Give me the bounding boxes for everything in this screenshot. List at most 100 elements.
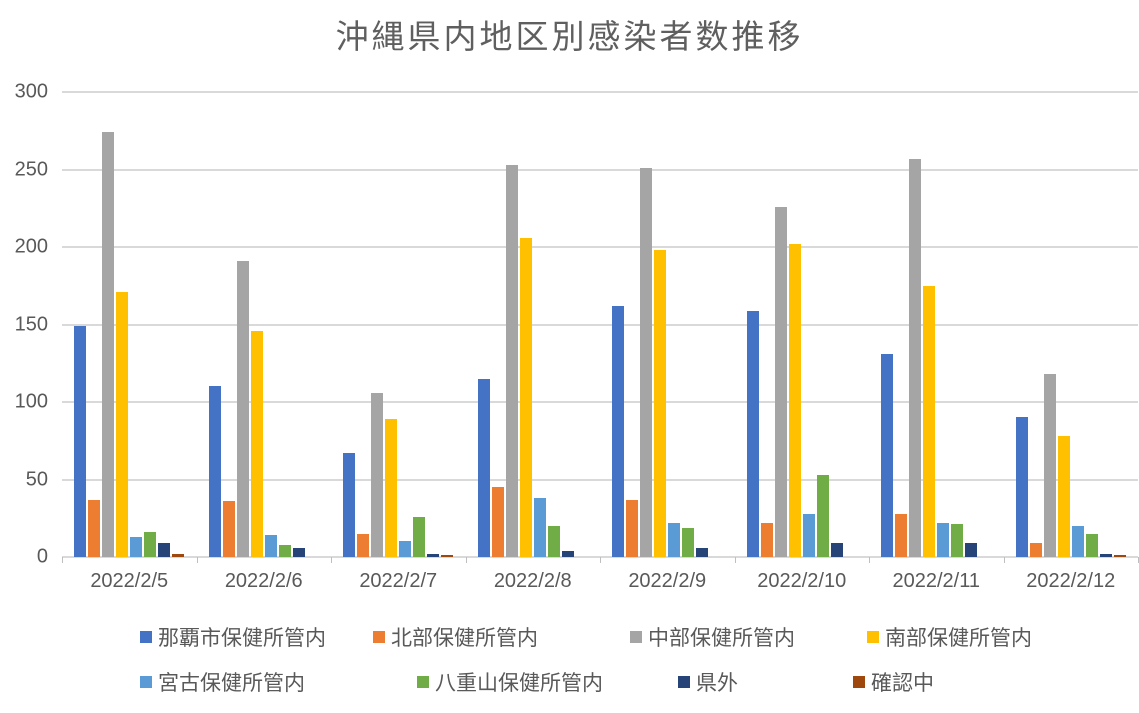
legend-marker: [678, 676, 690, 688]
bar-series-7: [1099, 554, 1112, 557]
axis-tick: [734, 557, 736, 563]
bar-series-7: [292, 548, 305, 557]
axis-tick: [465, 557, 467, 563]
bar-series-1: [208, 386, 221, 557]
y-axis-label: 200: [14, 235, 48, 258]
legend-marker: [417, 676, 429, 688]
bar-group: [600, 92, 735, 557]
bar-series-7: [696, 548, 709, 557]
axis-tick: [196, 557, 198, 563]
bar-series-2: [760, 523, 773, 557]
legend-marker: [140, 676, 152, 688]
y-axis-label: 0: [36, 545, 48, 568]
x-axis-label: 2022/2/12: [1026, 570, 1116, 592]
bar-series-5: [130, 537, 143, 557]
bar-series-3: [505, 165, 518, 557]
bar-series-1: [74, 326, 87, 557]
axis-tick: [331, 557, 332, 563]
axis-tick: [869, 557, 870, 563]
legend-marker: [140, 631, 152, 643]
x-axis-label: 2022/2/5: [90, 570, 169, 592]
bar-series-5: [533, 498, 546, 557]
axis-tick: [1003, 557, 1005, 563]
x-axis-label: 2022/2/8: [493, 570, 572, 592]
bar-group: [735, 92, 870, 557]
bar-group: [331, 92, 466, 557]
bar-series-1: [1015, 417, 1028, 557]
legend-label: 那覇市保健所管内: [158, 627, 326, 650]
chart-title: 沖縄県内地区別感染者数推移: [335, 18, 804, 55]
x-axis-label: 2022/2/11: [892, 570, 981, 592]
legend-label: 県外: [696, 672, 738, 695]
bar-series-6: [413, 517, 426, 557]
bar-group: [869, 92, 1004, 557]
legend-marker: [853, 676, 865, 688]
bar-group: [466, 92, 601, 557]
bar-series-4: [116, 292, 129, 557]
x-axis-label: 2022/2/9: [628, 570, 707, 592]
bar-series-2: [357, 534, 370, 557]
legend-label: 宮古保健所管内: [158, 672, 305, 695]
bar-series-6: [951, 524, 964, 557]
bar-series-5: [937, 523, 950, 557]
bar-series-2: [626, 500, 639, 557]
bar-series-3: [236, 261, 249, 557]
bar-series-5: [1071, 526, 1084, 557]
bar-series-6: [547, 526, 560, 557]
bar-series-1: [881, 354, 894, 557]
legend-item-7: 県外: [678, 667, 738, 697]
bar-series-1: [746, 311, 759, 557]
legend-label: 中部保健所管内: [648, 627, 795, 650]
bar-series-1: [612, 306, 625, 557]
bar-series-4: [923, 286, 936, 557]
bar-series-4: [788, 244, 801, 557]
bar-series-2: [1029, 543, 1042, 557]
bar-group: [62, 92, 197, 557]
bar-series-5: [802, 514, 815, 557]
bar-series-8: [1113, 555, 1126, 557]
bar-series-7: [427, 554, 440, 557]
legend-label: 北部保健所管内: [391, 627, 538, 650]
bar-series-7: [561, 551, 574, 557]
legend-marker: [630, 631, 642, 643]
bar-series-2: [222, 501, 235, 557]
bar-series-3: [774, 207, 787, 557]
y-axis-label: 300: [14, 80, 48, 103]
y-axis-label: 150: [14, 313, 48, 335]
bar-group: [1004, 92, 1139, 557]
axis-tick: [62, 557, 63, 563]
bar-series-7: [158, 543, 171, 557]
legend-item-6: 八重山保健所管内: [417, 667, 603, 697]
x-axis-label: 2022/2/6: [224, 570, 303, 592]
gridline: [62, 401, 1138, 403]
gridline: [62, 168, 1138, 171]
y-axis-label: 250: [14, 158, 48, 180]
legend-label: 八重山保健所管内: [435, 672, 603, 695]
x-axis-label: 2022/2/10: [757, 570, 847, 592]
gridline: [62, 91, 1138, 93]
bar-group: [197, 92, 332, 557]
bar-series-3: [371, 393, 384, 557]
bar-series-3: [1043, 374, 1056, 557]
bar-series-4: [250, 331, 263, 557]
bar-series-4: [385, 419, 398, 557]
bar-series-8: [172, 554, 185, 557]
y-axis-label: 50: [25, 468, 48, 490]
gridline: [62, 246, 1138, 248]
bar-series-4: [519, 238, 532, 557]
legend-item-3: 中部保健所管内: [630, 622, 795, 652]
bar-series-1: [343, 453, 356, 557]
bar-series-6: [278, 545, 291, 557]
legend-marker: [867, 631, 879, 643]
bar-series-1: [477, 379, 490, 557]
bar-series-2: [491, 487, 504, 557]
bar-series-3: [909, 159, 922, 557]
x-axis-label: 2022/2/7: [359, 570, 438, 592]
bar-series-2: [88, 500, 101, 557]
bar-series-5: [399, 541, 412, 557]
gridline: [62, 323, 1138, 326]
bar-series-5: [668, 523, 681, 557]
